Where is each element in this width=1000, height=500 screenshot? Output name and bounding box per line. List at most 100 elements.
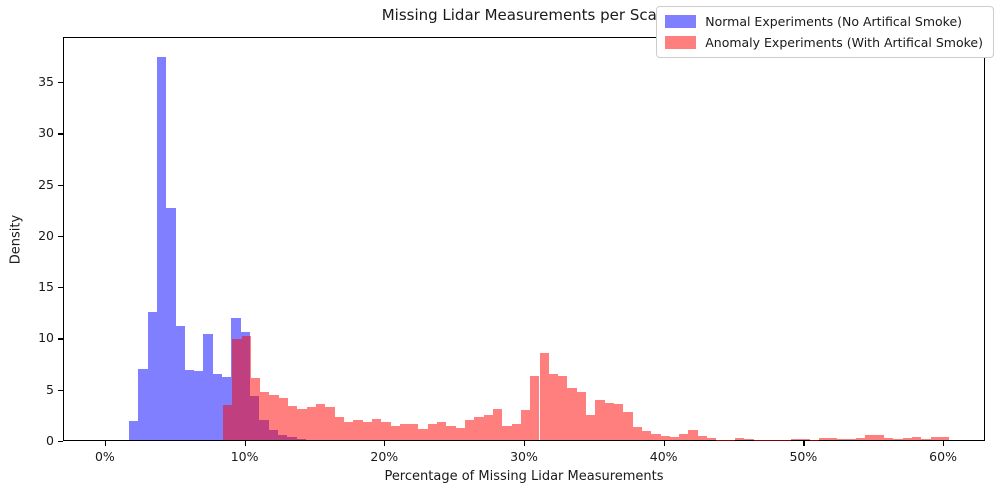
y-tick-mark xyxy=(58,338,63,340)
anomaly-hist-bar xyxy=(418,429,428,440)
anomaly-hist-bar xyxy=(269,395,279,440)
anomaly-hist-bar xyxy=(660,435,670,440)
anomaly-hist-bar xyxy=(483,415,493,440)
anomaly-hist-bar xyxy=(260,392,270,440)
anomaly-hist-bar xyxy=(846,438,857,440)
x-tick-mark xyxy=(244,441,246,446)
anomaly-hist-bar xyxy=(586,414,596,440)
y-tick-label: 30 xyxy=(38,125,54,141)
x-tick-mark xyxy=(803,441,805,446)
anomaly-hist-bar xyxy=(669,436,680,440)
anomaly-hist-bar xyxy=(902,438,912,440)
y-axis-label: Density xyxy=(8,214,24,265)
anomaly-hist-bar xyxy=(744,438,754,440)
anomaly-hist-bar xyxy=(725,439,736,440)
anomaly-hist-bar xyxy=(250,377,261,440)
y-tick-label: 15 xyxy=(38,279,54,295)
anomaly-hist-bar xyxy=(446,425,456,440)
anomaly-hist-bar xyxy=(511,423,521,440)
anomaly-hist-bar xyxy=(465,419,475,440)
anomaly-hist-bar xyxy=(800,438,810,440)
anomaly-hist-bar xyxy=(911,436,922,440)
anomaly-hist-bar xyxy=(567,387,577,440)
anomaly-hist-bar xyxy=(613,404,624,440)
anomaly-hist-bar xyxy=(790,438,801,440)
anomaly-hist-bar xyxy=(781,439,791,440)
legend: Normal Experiments (No Artifical Smoke) … xyxy=(656,6,994,58)
anomaly-hist-bar xyxy=(632,426,642,440)
anomaly-hist-bar xyxy=(735,437,745,440)
anomaly-hist-bar xyxy=(874,435,884,440)
anomaly-hist-bar xyxy=(241,335,251,440)
x-tick-mark xyxy=(663,441,665,446)
histogram-bars-layer xyxy=(64,38,984,440)
legend-label-anomaly: Anomaly Experiments (With Artifical Smok… xyxy=(705,35,983,50)
y-tick-label: 25 xyxy=(38,176,54,192)
anomaly-hist-bar xyxy=(921,438,931,440)
x-axis-label: Percentage of Missing Lidar Measurements xyxy=(384,469,664,484)
normal-hist-bar xyxy=(184,369,195,440)
anomaly-hist-bar xyxy=(707,438,717,440)
y-tick-label: 35 xyxy=(38,74,54,90)
anomaly-hist-bar xyxy=(884,438,894,440)
anomaly-hist-bar xyxy=(502,425,512,440)
y-tick-mark xyxy=(58,441,63,443)
legend-swatch-normal xyxy=(665,15,697,28)
anomaly-hist-bar xyxy=(362,421,372,440)
anomaly-hist-bar xyxy=(595,400,605,440)
x-tick-label: 30% xyxy=(510,449,538,464)
anomaly-hist-bar xyxy=(716,439,726,440)
anomaly-hist-bar xyxy=(222,405,233,440)
legend-item-anomaly: Anomaly Experiments (With Artifical Smok… xyxy=(665,35,983,50)
anomaly-hist-bar xyxy=(530,375,540,440)
legend-label-normal: Normal Experiments (No Artifical Smoke) xyxy=(705,14,963,29)
legend-swatch-anomaly xyxy=(665,36,697,49)
anomaly-hist-bar xyxy=(288,406,298,440)
x-tick-mark xyxy=(524,441,526,446)
anomaly-hist-bar xyxy=(604,402,614,440)
anomaly-hist-bar xyxy=(306,407,316,440)
normal-hist-bar xyxy=(147,312,157,440)
anomaly-hist-bar xyxy=(455,427,465,440)
x-tick-mark xyxy=(104,441,107,446)
anomaly-hist-bar xyxy=(753,439,763,440)
anomaly-hist-bar xyxy=(232,339,242,440)
y-tick-mark xyxy=(58,389,63,391)
anomaly-hist-bar xyxy=(623,412,633,440)
anomaly-hist-bar xyxy=(520,410,531,440)
x-tick-label: 0% xyxy=(94,449,115,464)
y-tick-mark xyxy=(58,133,63,135)
y-tick-label: 5 xyxy=(46,381,54,397)
anomaly-hist-bar xyxy=(399,423,410,440)
y-tick-mark xyxy=(58,82,63,84)
anomaly-hist-bar xyxy=(371,419,382,440)
anomaly-hist-bar xyxy=(316,404,326,440)
anomaly-hist-bar xyxy=(856,438,866,440)
normal-hist-bar xyxy=(212,373,223,440)
anomaly-hist-bar xyxy=(828,437,838,440)
plot-area xyxy=(63,37,985,441)
chart-title: Missing Lidar Measurements per Scan xyxy=(381,6,667,24)
anomaly-hist-bar xyxy=(427,424,438,440)
anomaly-hist-bar xyxy=(325,407,335,440)
x-tick-label: 60% xyxy=(929,449,957,464)
anomaly-hist-bar xyxy=(641,430,652,440)
y-tick-label: 0 xyxy=(46,433,54,448)
anomaly-hist-bar xyxy=(930,437,940,440)
anomaly-hist-bar xyxy=(297,409,307,440)
normal-hist-bar xyxy=(128,420,139,440)
normal-hist-bar xyxy=(203,333,213,440)
normal-hist-bar xyxy=(166,208,176,440)
normal-hist-bar xyxy=(194,370,204,440)
anomaly-hist-bar xyxy=(697,435,708,440)
x-tick-label: 40% xyxy=(649,449,678,464)
x-tick-label: 10% xyxy=(230,449,259,464)
normal-hist-bar xyxy=(175,325,185,440)
anomaly-hist-bar xyxy=(939,437,950,440)
anomaly-hist-bar xyxy=(818,437,829,440)
x-tick-mark xyxy=(943,441,945,446)
anomaly-hist-bar xyxy=(865,435,875,440)
y-tick-label: 20 xyxy=(38,227,54,243)
anomaly-hist-bar xyxy=(381,421,391,440)
anomaly-hist-bar xyxy=(278,398,289,440)
